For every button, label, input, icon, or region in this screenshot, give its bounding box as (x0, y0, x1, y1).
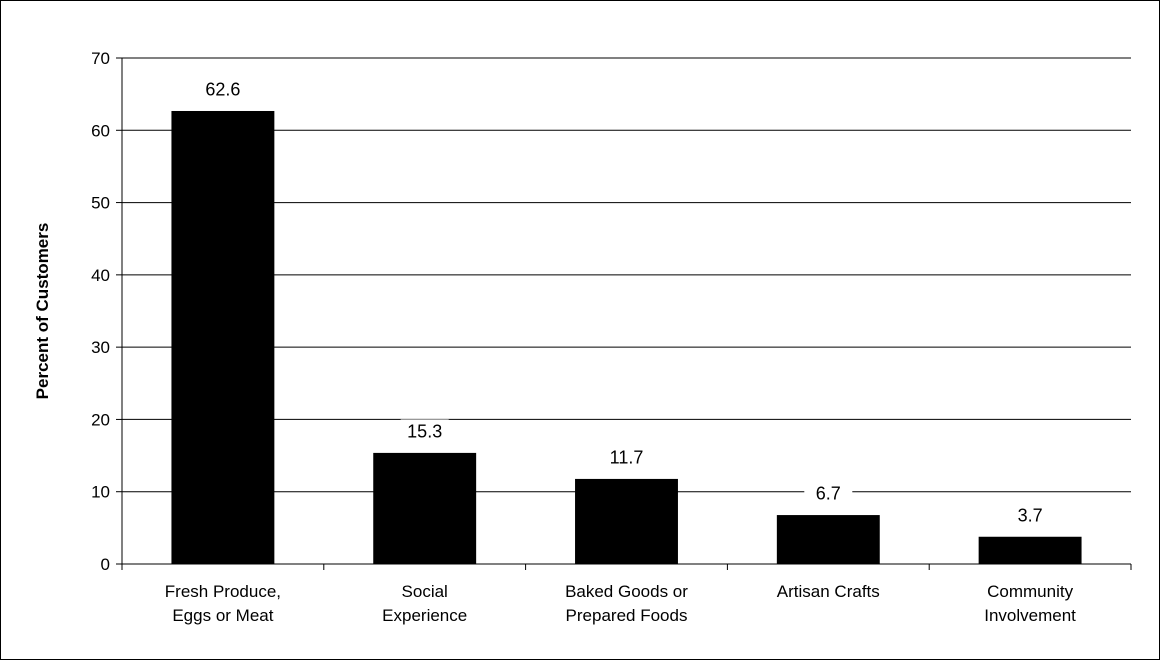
y-tick-label: 20 (91, 410, 110, 429)
bar (575, 478, 678, 565)
data-label: 62.6 (205, 79, 240, 99)
data-label: 11.7 (610, 447, 644, 467)
bar (776, 515, 880, 565)
data-label-background (804, 481, 853, 506)
category-label: Social (402, 582, 448, 601)
category-label: Artisan Crafts (777, 582, 880, 601)
bars: 62.6 15.3 11.7 6.7 3.7 (171, 77, 1082, 565)
category-label: Eggs or Meat (172, 606, 273, 625)
axes (116, 57, 1132, 570)
data-label: 15.3 (407, 421, 442, 441)
data-label-background (400, 419, 449, 444)
category-label: Involvement (984, 606, 1076, 625)
bar (978, 536, 1082, 565)
y-tick-label: 60 (91, 121, 110, 140)
category-label: Experience (382, 606, 467, 625)
y-tick-label: 50 (91, 194, 110, 213)
y-tick-label: 30 (91, 338, 110, 357)
bar (171, 110, 275, 565)
data-label-background (602, 445, 651, 470)
gridlines (122, 57, 1131, 493)
y-axis-label: Percent of Customers (33, 223, 52, 400)
y-tick-label: 10 (91, 483, 110, 502)
category-label: Fresh Produce, (165, 582, 281, 601)
category-label: Prepared Foods (566, 606, 688, 625)
data-label: 6.7 (816, 484, 841, 504)
bar (373, 452, 477, 565)
category-label: Community (987, 582, 1073, 601)
data-label-background (1006, 503, 1055, 528)
y-tick-label: 0 (101, 555, 110, 574)
y-tick-label: 70 (91, 49, 110, 68)
data-label: 3.7 (1018, 505, 1043, 525)
category-labels: Fresh Produce, Eggs or Meat Social Experien… (165, 582, 1076, 625)
data-label-background (198, 77, 247, 102)
y-tick-label: 40 (91, 266, 110, 285)
category-label: Baked Goods or (565, 582, 688, 601)
y-tick-labels: 0 10 20 30 40 50 60 70 (91, 49, 110, 574)
